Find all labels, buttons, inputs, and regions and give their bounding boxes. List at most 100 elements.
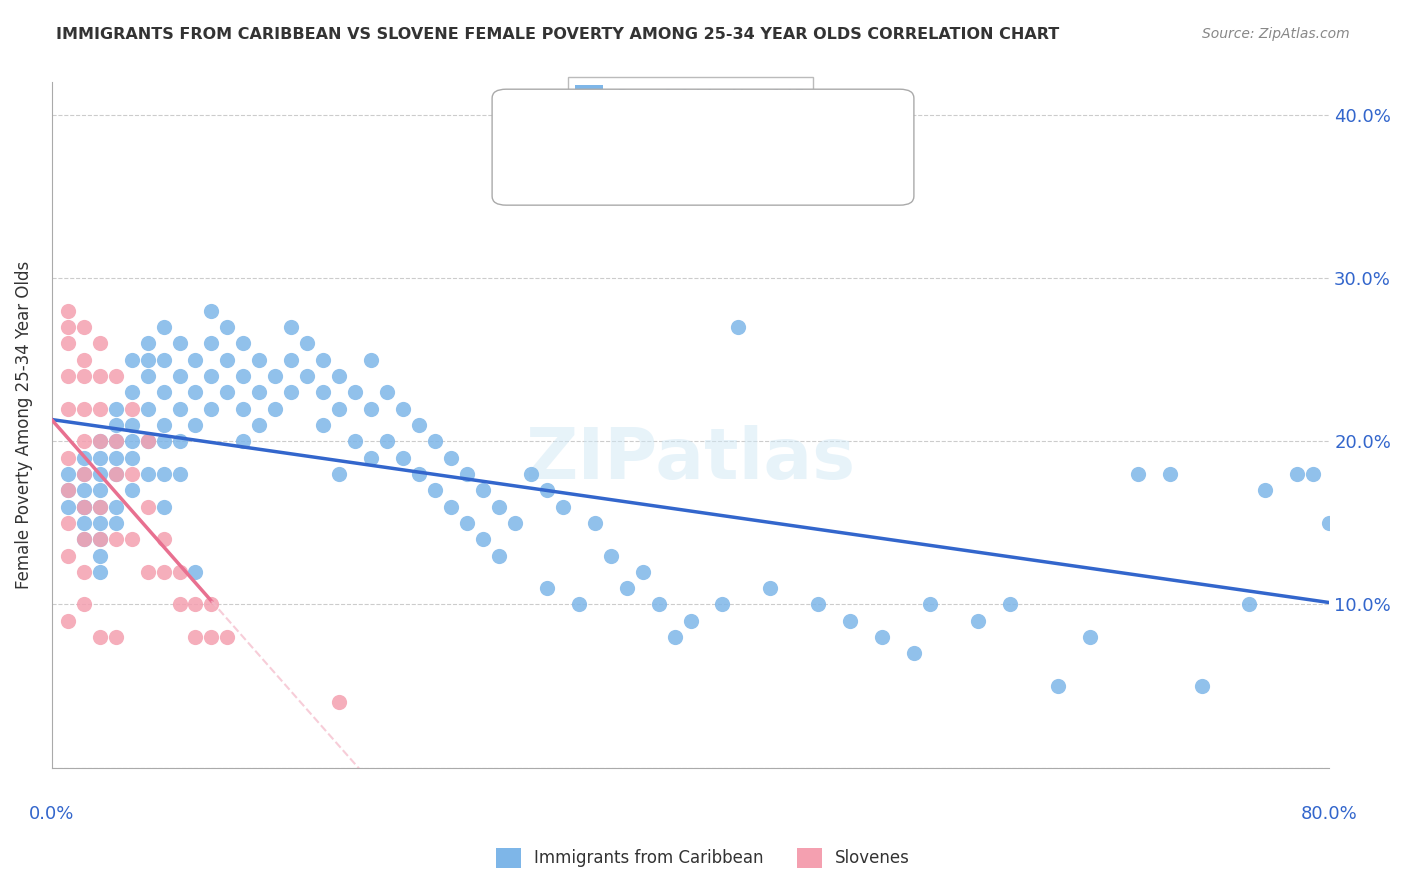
Point — [89, 368, 111, 383]
Legend: R = -0.144   N = 145, R = -0.228   N = 48: R = -0.144 N = 145, R = -0.228 N = 48 — [568, 78, 813, 145]
Point — [536, 483, 558, 498]
Point — [232, 434, 254, 449]
Point — [280, 352, 302, 367]
Point — [56, 549, 79, 563]
Point — [136, 467, 159, 481]
Point — [232, 401, 254, 416]
Point — [104, 450, 127, 465]
Point — [488, 500, 510, 514]
Point — [169, 401, 191, 416]
Point — [89, 532, 111, 546]
Point — [89, 516, 111, 530]
Point — [56, 401, 79, 416]
Point — [918, 598, 941, 612]
Point — [56, 467, 79, 481]
Point — [121, 483, 143, 498]
Point — [520, 467, 543, 481]
Point — [152, 385, 174, 400]
Point — [73, 467, 96, 481]
Point — [297, 368, 319, 383]
Point — [440, 500, 463, 514]
Point — [1302, 467, 1324, 481]
Point — [184, 598, 207, 612]
Point — [169, 368, 191, 383]
Point — [1286, 467, 1309, 481]
Point — [423, 434, 446, 449]
Point — [136, 434, 159, 449]
Point — [247, 417, 270, 432]
Point — [488, 549, 510, 563]
Point — [807, 598, 830, 612]
Point — [711, 598, 734, 612]
Point — [1254, 483, 1277, 498]
Point — [200, 336, 222, 351]
Point — [121, 467, 143, 481]
Point — [73, 467, 96, 481]
Point — [73, 565, 96, 579]
Point — [631, 565, 654, 579]
Point — [599, 549, 621, 563]
Point — [392, 401, 415, 416]
Point — [503, 516, 526, 530]
Text: 80.0%: 80.0% — [1301, 805, 1358, 823]
Point — [89, 630, 111, 644]
Point — [664, 630, 686, 644]
Point — [169, 565, 191, 579]
Point — [152, 467, 174, 481]
Point — [152, 434, 174, 449]
Point — [136, 565, 159, 579]
Point — [89, 434, 111, 449]
Point — [56, 368, 79, 383]
Point — [616, 581, 638, 595]
Point — [1159, 467, 1181, 481]
Text: 0.0%: 0.0% — [30, 805, 75, 823]
Point — [217, 352, 239, 367]
Point — [184, 417, 207, 432]
Text: IMMIGRANTS FROM CARIBBEAN VS SLOVENE FEMALE POVERTY AMONG 25-34 YEAR OLDS CORREL: IMMIGRANTS FROM CARIBBEAN VS SLOVENE FEM… — [56, 27, 1060, 42]
Point — [89, 401, 111, 416]
Point — [184, 385, 207, 400]
Point — [104, 516, 127, 530]
Point — [152, 532, 174, 546]
Point — [169, 434, 191, 449]
Point — [73, 352, 96, 367]
Point — [408, 467, 430, 481]
Point — [104, 401, 127, 416]
Point — [247, 385, 270, 400]
Point — [152, 417, 174, 432]
Point — [392, 450, 415, 465]
Point — [647, 598, 669, 612]
Point — [440, 450, 463, 465]
Point — [328, 467, 350, 481]
Point — [568, 598, 591, 612]
Point — [73, 500, 96, 514]
Point — [471, 483, 494, 498]
Point — [1239, 598, 1261, 612]
Point — [360, 352, 382, 367]
Point — [104, 417, 127, 432]
Point — [998, 598, 1021, 612]
Point — [839, 614, 862, 628]
Point — [121, 532, 143, 546]
Point — [121, 401, 143, 416]
Point — [89, 467, 111, 481]
Point — [344, 385, 367, 400]
Point — [89, 532, 111, 546]
Point — [56, 516, 79, 530]
Point — [184, 352, 207, 367]
Point — [121, 434, 143, 449]
Point — [200, 303, 222, 318]
Point — [967, 614, 990, 628]
Point — [200, 401, 222, 416]
Point — [136, 434, 159, 449]
Point — [136, 368, 159, 383]
Point — [184, 630, 207, 644]
Point — [104, 467, 127, 481]
Point — [121, 385, 143, 400]
Point — [73, 483, 96, 498]
Point — [1046, 679, 1069, 693]
Point — [456, 467, 478, 481]
Point — [312, 352, 335, 367]
Point — [89, 450, 111, 465]
Point — [73, 434, 96, 449]
